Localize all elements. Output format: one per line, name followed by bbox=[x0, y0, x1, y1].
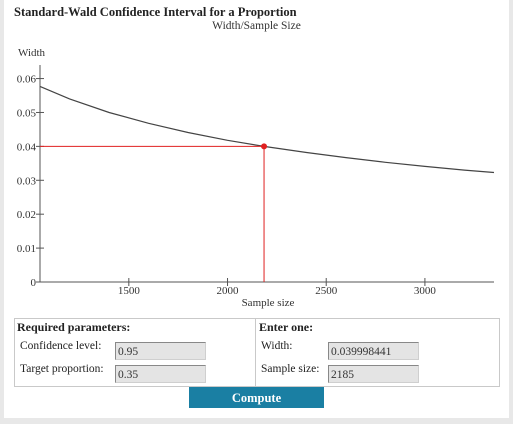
x-tick-label: 2500 bbox=[315, 285, 338, 297]
y-axis-label: Width bbox=[18, 47, 46, 59]
y-tick-label: 0.06 bbox=[17, 74, 37, 86]
parameters-panel bbox=[14, 318, 500, 387]
compute-button[interactable]: Compute bbox=[189, 387, 324, 408]
y-tick-label: 0.01 bbox=[17, 243, 36, 255]
target-proportion-label: Target proportion: bbox=[20, 363, 104, 375]
x-tick-label: 3000 bbox=[414, 285, 437, 297]
width-field[interactable]: 0.039998441 bbox=[328, 342, 419, 360]
chart: Width Sample size 0 0.01 0.02 0.03 0.04 0.05 0… bbox=[17, 47, 495, 309]
x-tick-label: 2000 bbox=[217, 285, 240, 297]
sample-size-field[interactable]: 2185 bbox=[328, 365, 419, 383]
enter-one-title: Enter one: bbox=[259, 320, 314, 334]
sample-size-label: Sample size: bbox=[261, 363, 320, 375]
required-parameters-title: Required parameters: bbox=[17, 320, 131, 334]
y-tick-label: 0 bbox=[31, 277, 37, 289]
confidence-level-field[interactable]: 0.95 bbox=[115, 342, 206, 360]
y-tick-label: 0.05 bbox=[17, 107, 37, 119]
chart-subtitle: Width/Sample Size bbox=[212, 20, 301, 32]
width-label: Width: bbox=[261, 340, 293, 352]
y-tick-label: 0.04 bbox=[17, 141, 37, 153]
width-curve bbox=[39, 85, 495, 174]
target-proportion-field[interactable]: 0.35 bbox=[115, 365, 206, 383]
confidence-level-label: Confidence level: bbox=[20, 340, 102, 352]
x-tick-label: 1500 bbox=[118, 285, 141, 297]
parameters-divider bbox=[255, 319, 256, 386]
x-axis-label: Sample size bbox=[242, 297, 295, 309]
y-tick-label: 0.02 bbox=[17, 209, 36, 221]
app-panel bbox=[4, 0, 509, 418]
y-tick-label: 0.03 bbox=[17, 175, 37, 187]
chart-title: Standard-Wald Confidence Interval for a … bbox=[14, 5, 297, 19]
highlight-point bbox=[261, 143, 268, 150]
